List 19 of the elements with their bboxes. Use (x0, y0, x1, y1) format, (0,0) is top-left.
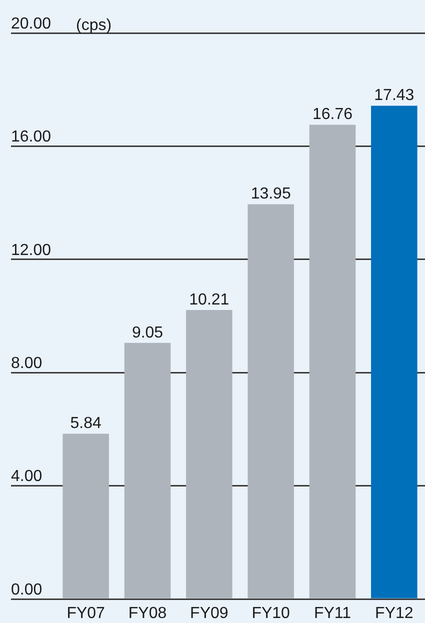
y-tick-label: 20.00 (11, 15, 52, 32)
x-tick-label: FY12 (375, 605, 414, 622)
x-tick-label: FY08 (128, 605, 167, 622)
data-label: 9.05 (132, 324, 164, 342)
x-tick-label: FY11 (314, 605, 352, 622)
x-tick-label: FY10 (252, 605, 290, 622)
y-tick-label: 4.00 (11, 468, 42, 486)
y-tick-label: 16.00 (11, 128, 52, 146)
data-label: 17.43 (374, 87, 414, 104)
data-label: 5.84 (70, 415, 102, 432)
y-tick-label: 8.00 (11, 355, 42, 372)
y-tick-label: 12.00 (11, 242, 52, 259)
data-label: 10.21 (189, 291, 230, 308)
data-label: 16.76 (312, 106, 353, 124)
data-label: 13.95 (250, 186, 291, 203)
x-tick-label: FY07 (66, 605, 106, 622)
y-axis-title: (cps) (76, 17, 112, 34)
x-tick-label: FY09 (190, 605, 228, 622)
y-tick-label: 0.00 (11, 581, 42, 598)
